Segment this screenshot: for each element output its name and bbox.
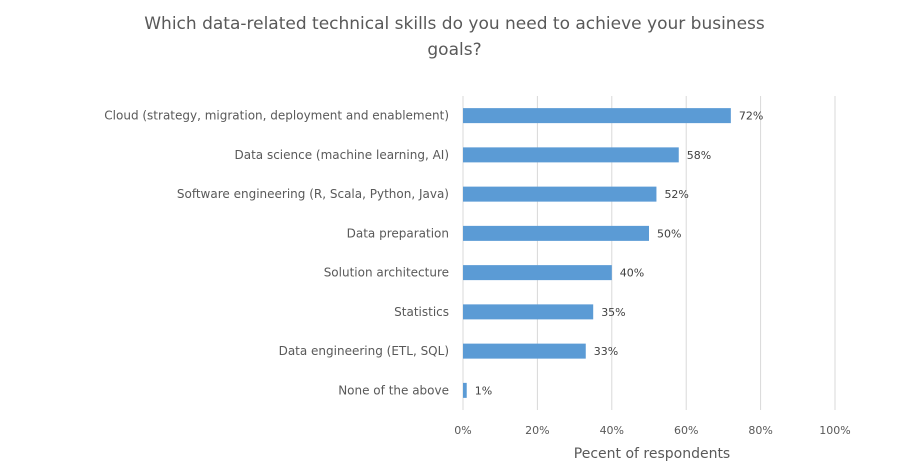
bar-6: [463, 343, 586, 359]
x-tick-label-2: 40%: [600, 424, 624, 437]
bar-1: [463, 147, 679, 163]
x-tick-label-4: 80%: [748, 424, 772, 437]
data-label-0: 72%: [739, 110, 763, 123]
bar-7: [463, 382, 467, 398]
data-label-1: 58%: [687, 149, 711, 162]
data-label-3: 50%: [657, 227, 681, 240]
bar-2: [463, 186, 657, 202]
x-tick-label-0: 0%: [454, 424, 471, 437]
data-label-7: 1%: [475, 384, 492, 397]
category-label-1: Data science (machine learning, AI): [234, 148, 449, 162]
bar-4: [463, 265, 612, 281]
bar-0: [463, 108, 731, 124]
x-tick-label-5: 100%: [819, 424, 850, 437]
category-label-0: Cloud (strategy, migration, deployment a…: [104, 109, 449, 123]
data-label-6: 33%: [594, 345, 618, 358]
data-label-2: 52%: [664, 188, 688, 201]
bar-5: [463, 304, 594, 320]
data-label-5: 35%: [601, 306, 625, 319]
x-tick-label-3: 60%: [674, 424, 698, 437]
category-label-5: Statistics: [394, 305, 449, 319]
x-tick-label-1: 20%: [525, 424, 549, 437]
category-label-4: Solution architecture: [324, 266, 449, 280]
x-axis-title: Pecent of respondents: [574, 446, 730, 462]
bar-3: [463, 225, 649, 241]
chart-title-line-2: goals?: [427, 40, 482, 60]
category-label-7: None of the above: [338, 383, 449, 397]
chart-title-line-1: Which data-related technical skills do y…: [144, 14, 765, 34]
category-label-2: Software engineering (R, Scala, Python, …: [177, 187, 449, 201]
category-label-6: Data engineering (ETL, SQL): [279, 344, 449, 358]
data-label-4: 40%: [620, 267, 644, 280]
category-label-3: Data preparation: [347, 226, 449, 240]
